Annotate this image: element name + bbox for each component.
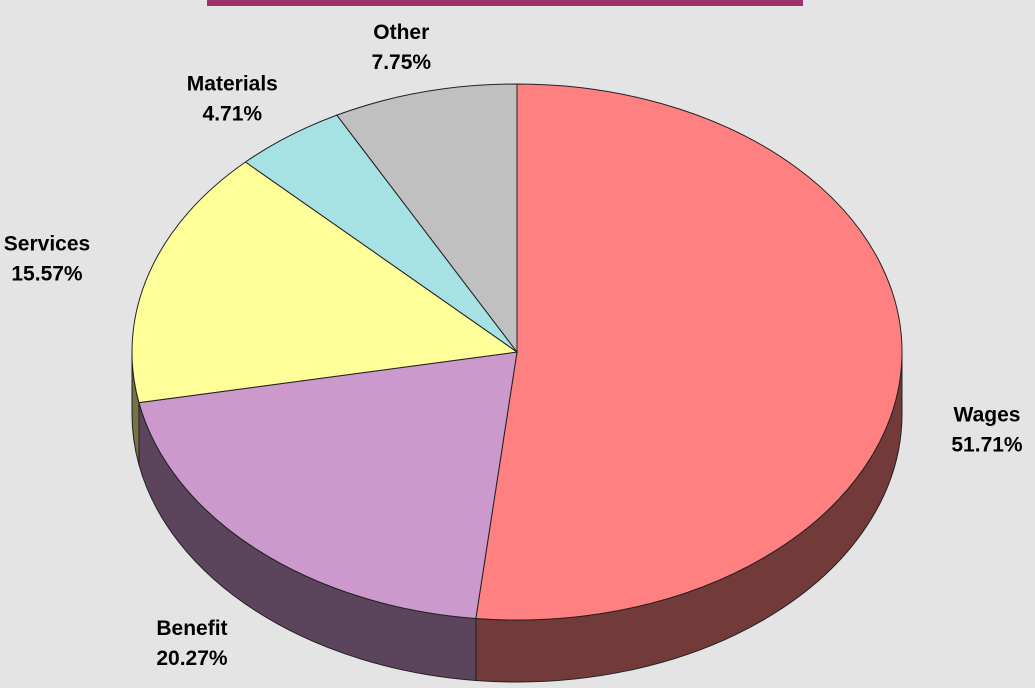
label-value: 20.27% — [156, 647, 228, 670]
label-value: 15.57% — [11, 262, 83, 285]
title-bar — [207, 0, 803, 6]
label-value: 4.71% — [203, 103, 263, 126]
slice-label: Materials 4.71% — [187, 73, 278, 126]
slice — [138, 351, 518, 619]
slice-label: Benefit 20.27% — [156, 617, 228, 670]
slice-label: Other 7.75% — [372, 21, 432, 74]
label-name: Benefit — [156, 617, 227, 640]
label-name: Services — [4, 232, 90, 255]
slice — [336, 83, 518, 354]
label-value: 51.71% — [951, 433, 1023, 456]
slice-label: Services 15.57% — [4, 232, 90, 285]
label-name: Wages — [954, 403, 1021, 426]
slice — [131, 161, 519, 404]
label-name: Materials — [187, 73, 278, 96]
label-value: 7.75% — [372, 51, 432, 74]
slice-label: Wages 51.71% — [951, 403, 1023, 456]
label-name: Other — [373, 21, 429, 44]
slice — [475, 83, 903, 621]
